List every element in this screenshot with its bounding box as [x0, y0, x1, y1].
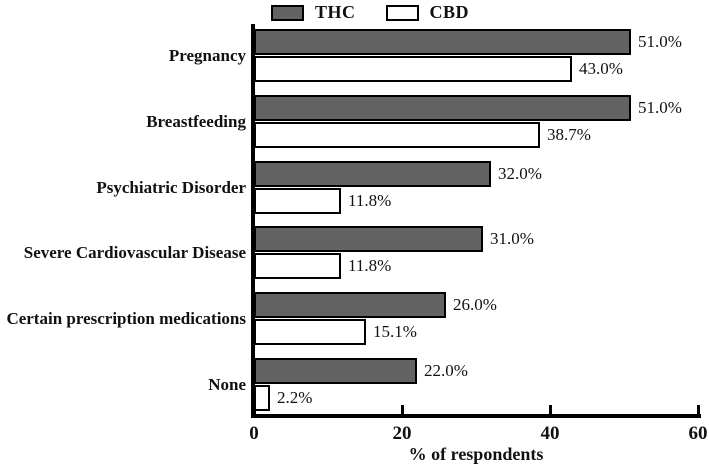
x-axis-tick [401, 405, 404, 414]
bar-thc [254, 29, 631, 55]
legend-label-thc: THC [315, 2, 356, 22]
thc-swatch-icon [271, 4, 304, 21]
x-tick-label: 20 [392, 423, 412, 444]
x-axis-title: % of respondents [408, 444, 544, 464]
value-label: 38.7% [547, 125, 591, 144]
value-label: 43.0% [579, 59, 623, 78]
value-label: 51.0% [638, 32, 682, 51]
bar-cbd [254, 122, 540, 148]
x-axis-tick [549, 405, 552, 414]
value-label: 51.0% [638, 98, 682, 117]
bar-cbd [254, 253, 341, 279]
legend: THC CBD [271, 2, 469, 23]
bar-thc [254, 161, 491, 187]
category-label: Breastfeeding [146, 111, 246, 131]
x-tick-label: 40 [540, 423, 560, 444]
bar-cbd [254, 188, 341, 214]
legend-label-cbd: CBD [429, 2, 470, 22]
x-tick-label: 60 [688, 423, 708, 444]
value-label: 22.0% [424, 361, 468, 380]
x-axis-tick [253, 405, 256, 414]
value-label: 32.0% [498, 164, 542, 183]
value-label: 11.8% [348, 256, 392, 275]
category-label: Psychiatric Disorder [96, 177, 246, 197]
bar-thc [254, 95, 631, 121]
bar-cbd [254, 319, 366, 345]
category-label: Severe Cardiovascular Disease [23, 243, 246, 263]
legend-item-cbd: CBD [385, 2, 470, 23]
bar-thc [254, 226, 483, 252]
value-label: 11.8% [348, 191, 392, 210]
value-label: 26.0% [453, 295, 497, 314]
value-label: 15.1% [373, 322, 417, 341]
bar-thc [254, 358, 417, 384]
value-label: 2.2% [277, 388, 313, 407]
bar-cbd [254, 385, 270, 411]
bar-thc [254, 292, 446, 318]
category-label: None [208, 375, 246, 394]
bar-cbd [254, 56, 572, 82]
x-axis-tick [697, 405, 700, 414]
x-axis [251, 414, 701, 418]
y-axis [251, 24, 255, 418]
x-tick-label: 0 [249, 423, 259, 444]
value-label: 31.0% [490, 229, 534, 248]
category-label: Certain prescription medications [6, 309, 246, 329]
category-label: Pregnancy [168, 46, 246, 65]
legend-item-thc: THC [271, 2, 356, 23]
cbd-swatch-icon [385, 4, 419, 21]
